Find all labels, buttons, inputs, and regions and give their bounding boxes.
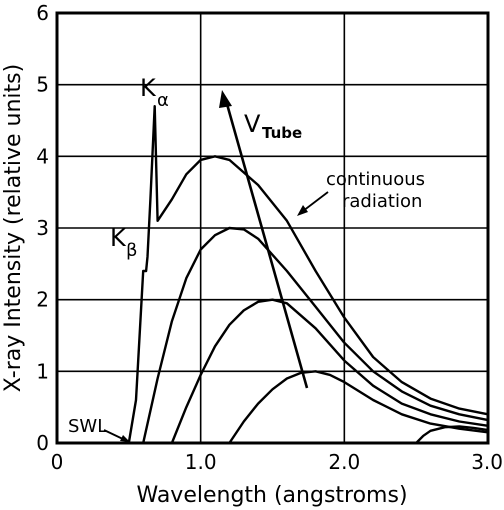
spectrum-curve-5	[415, 425, 490, 445]
spectrum-curve-4	[228, 370, 490, 445]
k-alpha-label: K	[140, 74, 157, 102]
k-beta-label: K	[110, 224, 127, 252]
plot-frame	[55, 11, 490, 445]
swl-label: SWL	[68, 416, 107, 437]
y-tick-label-4: 4	[36, 144, 49, 168]
y-tick-label-3: 3	[36, 216, 49, 240]
swl-arrowhead	[120, 435, 130, 442]
x-tick-labels: 0 1.0 2.0 3.0	[51, 450, 503, 474]
y-tick-label-2: 2	[36, 288, 49, 312]
x-tick-label-2: 2.0	[328, 450, 360, 474]
y-axis-label: X-ray Intensity (relative units)	[1, 64, 26, 392]
v-tube-label: V	[244, 110, 261, 138]
spectrum-curve-3	[170, 298, 490, 445]
radiation-label: radiation	[342, 191, 422, 212]
y-tick-label-1: 1	[36, 359, 49, 383]
x-tick-label-0: 0	[51, 450, 64, 474]
spectrum-curve-1	[127, 104, 490, 445]
spectrum-curves	[127, 104, 490, 445]
x-axis-label: Wavelength (angstroms)	[136, 483, 407, 508]
spectrum-curve-2	[141, 226, 490, 445]
x-tick-label-1: 1.0	[185, 450, 217, 474]
v-tube-subscript: Tube	[262, 124, 302, 142]
v-tube-arrow-line	[225, 103, 309, 389]
y-tick-labels: 0 1 2 3 4 5 6	[36, 1, 49, 455]
y-tick-label-0: 0	[36, 431, 49, 455]
k-beta-subscript: β	[126, 240, 138, 261]
y-tick-label-6: 6	[36, 1, 49, 25]
k-alpha-subscript: α	[157, 90, 169, 111]
x-tick-label-3: 3.0	[471, 450, 503, 474]
gridlines	[57, 13, 488, 443]
y-tick-label-5: 5	[36, 73, 49, 97]
continuous-arrow-line	[302, 191, 329, 212]
continuous-label: continuous	[326, 169, 425, 190]
continuous-arrowhead	[297, 205, 308, 216]
v-tube-arrowhead	[219, 90, 232, 108]
